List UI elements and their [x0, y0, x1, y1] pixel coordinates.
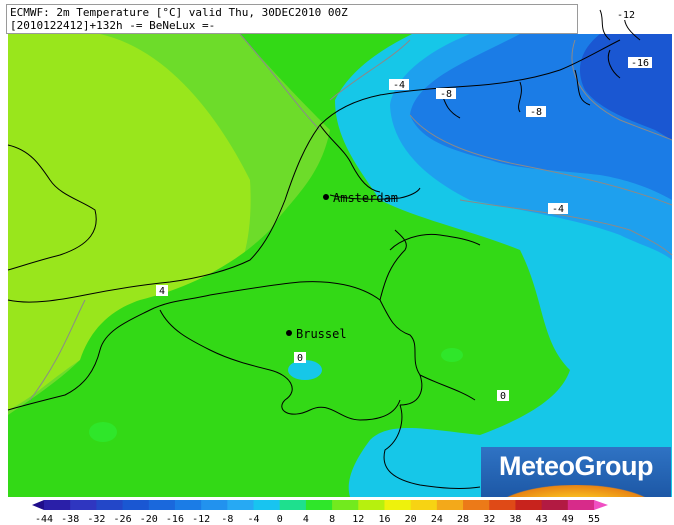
scale-segment: [174, 500, 202, 510]
city-brussel: Brussel: [286, 327, 347, 341]
scale-segment: [253, 500, 281, 510]
scale-tick-label: -32: [87, 514, 105, 525]
coastlines-and-borders: [7, 9, 641, 489]
svg-text:0: 0: [500, 391, 506, 402]
scale-tick-label: 8: [329, 514, 335, 525]
svg-text:-8: -8: [530, 107, 542, 118]
svg-text:-8: -8: [440, 89, 452, 100]
scale-tick-label: -4: [248, 514, 260, 525]
scale-tick-label: 16: [378, 514, 390, 525]
map-header: ECMWF: 2m Temperature [°C] valid Thu, 30…: [6, 4, 578, 34]
scale-segment: [384, 500, 412, 510]
scale-segment: [436, 500, 464, 510]
scale-segment: [279, 500, 307, 510]
contour-label: -4: [548, 203, 568, 215]
scale-max-arrow: [594, 500, 608, 510]
scale-tick-label: 20: [405, 514, 417, 525]
header-title: ECMWF: 2m Temperature [°C] valid Thu, 30…: [10, 6, 348, 19]
scale-segment: [463, 500, 490, 510]
scale-tick-label: -38: [61, 514, 79, 525]
scale-segment: [96, 500, 124, 510]
scale-tick-label: -12: [192, 514, 210, 525]
contour-label: -8: [436, 88, 456, 100]
scale-tick-label: 12: [352, 514, 364, 525]
scale-segment: [358, 500, 385, 510]
scale-segment: [122, 500, 150, 510]
city-amsterdam: Amsterdam: [323, 191, 398, 205]
scale-min-arrow: [32, 500, 44, 510]
scale-tick-label: 0: [277, 514, 283, 525]
scale-segment: [515, 500, 543, 510]
scale-tick-label: -8: [221, 514, 233, 525]
cold-pocket: [288, 360, 322, 380]
contour-label: -12: [614, 9, 638, 21]
scale-tick-label: 4: [303, 514, 309, 525]
scale-tick-label: 28: [457, 514, 469, 525]
scale-segment: [227, 500, 255, 510]
contour-label: -16: [628, 57, 652, 69]
scale-segment: [332, 500, 359, 510]
contour-label: 0: [294, 352, 306, 364]
warm-pocket-2: [441, 348, 463, 362]
contour-label: 4: [156, 285, 168, 297]
svg-text:Brussel: Brussel: [296, 327, 347, 341]
svg-text:-16: -16: [631, 58, 649, 69]
scale-segment: [70, 500, 97, 510]
scale-tick-label: 43: [536, 514, 548, 525]
svg-text:4: 4: [159, 286, 165, 297]
scale-tick-label: -16: [166, 514, 184, 525]
svg-text:-4: -4: [393, 80, 405, 91]
meteogroup-logo: MeteoGroup: [481, 447, 671, 497]
contour-label: -4: [389, 79, 409, 91]
scale-tick-label: 24: [431, 514, 443, 525]
scale-tick-label: 55: [588, 514, 600, 525]
scale-tick-label: -20: [140, 514, 158, 525]
scale-tick-label: 32: [483, 514, 495, 525]
warm-pocket: [89, 422, 117, 442]
scale-tick-label: -44: [35, 514, 53, 525]
scale-segment: [489, 500, 516, 510]
sun-icon: [491, 485, 661, 497]
svg-text:-12: -12: [617, 10, 635, 21]
scale-tick-label: -26: [114, 514, 132, 525]
scale-tick-label: 38: [509, 514, 521, 525]
scale-segment: [44, 500, 71, 510]
scale-segment: [305, 500, 333, 510]
scale-segment: [410, 500, 438, 510]
scale-segment: [567, 500, 595, 510]
scale-segment: [201, 500, 228, 510]
temperature-map: -4 -8 -8 -4 -12 -16 4 0: [7, 9, 673, 497]
scale-segment: [541, 500, 569, 510]
svg-text:0: 0: [297, 353, 303, 364]
svg-text:-4: -4: [552, 204, 564, 215]
scale-tick-label: 49: [562, 514, 574, 525]
contour-label: 0: [497, 390, 509, 402]
color-scale: -44 -38 -32 -26 -20 -16 -12 -8 -4 0 4 8 12 16 20 24 28 32…: [32, 500, 608, 525]
scale-segment: [148, 500, 176, 510]
isotherm-lines: [29, 33, 673, 401]
svg-text:Amsterdam: Amsterdam: [333, 191, 398, 205]
contour-label: -8: [526, 106, 546, 118]
header-run-info: [2010122412]+132h -= BeNeLux =-: [10, 19, 216, 32]
